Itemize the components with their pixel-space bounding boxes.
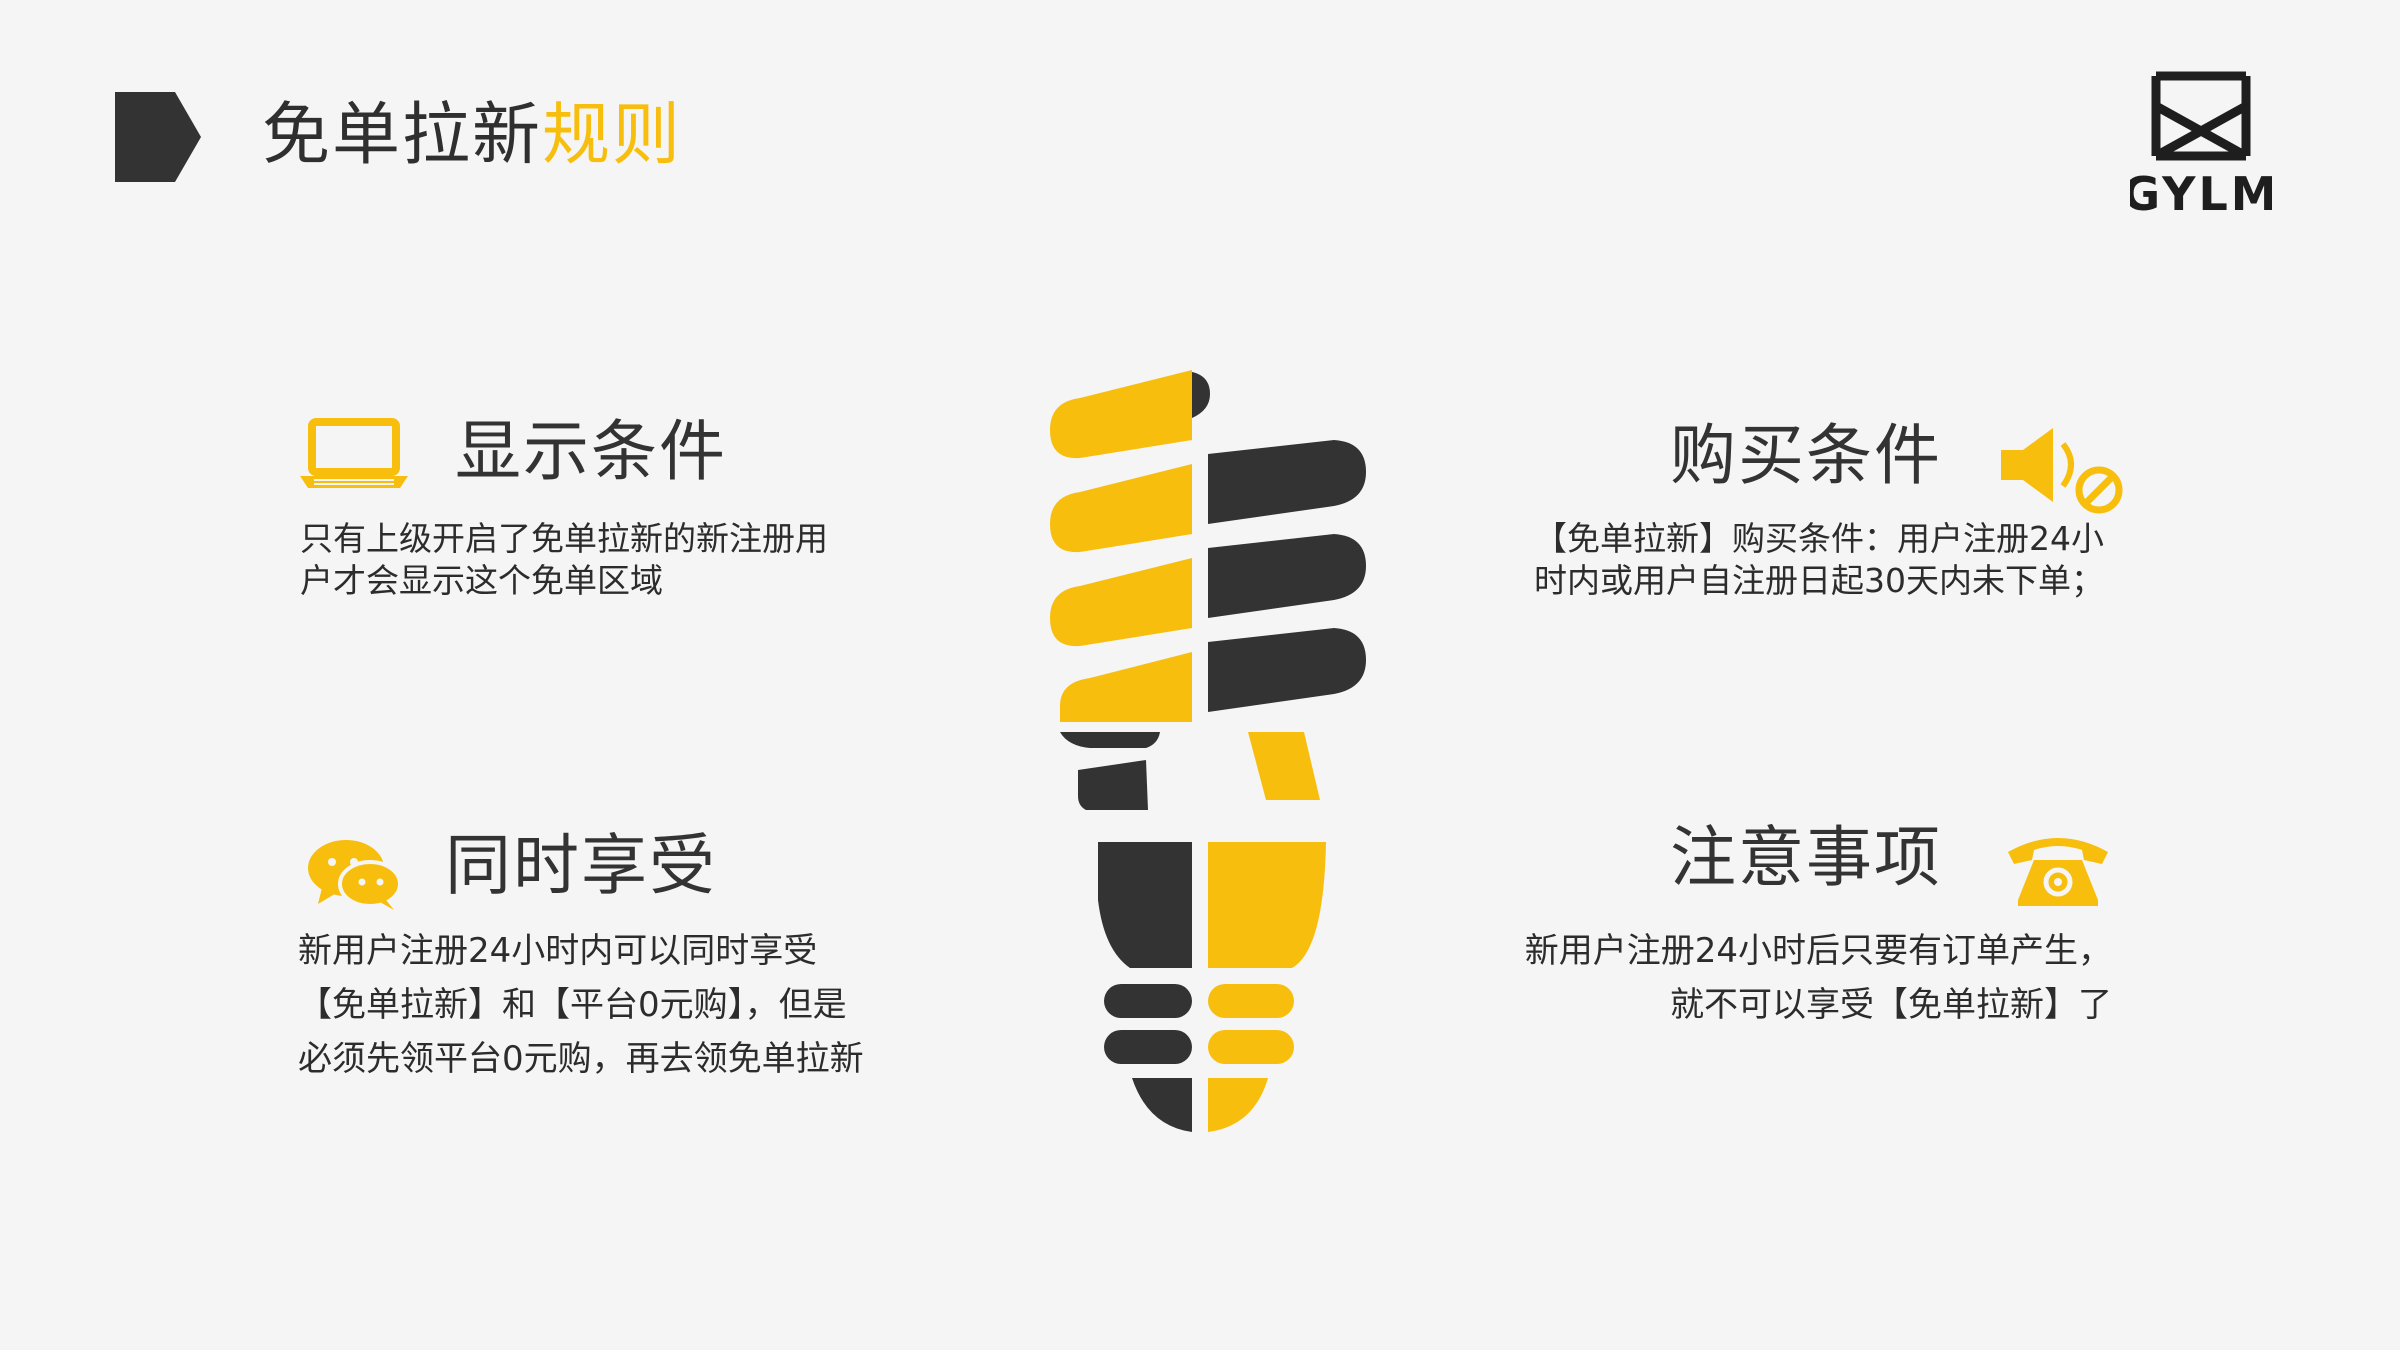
- light-bulb-icon: [1050, 370, 1366, 1132]
- logo-text: GYLM: [2130, 167, 2272, 220]
- telephone-icon: [2008, 838, 2108, 906]
- section-title-enjoy: 同时享受: [445, 827, 717, 904]
- gylm-monogram-icon: GYLM: [2122, 71, 2277, 221]
- section-title-notes: 注意事项: [1670, 819, 1942, 896]
- brand-logo: GYLM: [2122, 70, 2277, 221]
- chat-bubbles-icon: [308, 840, 402, 910]
- bulb-coils-right: [1208, 440, 1366, 712]
- speaker-mute-icon: [2001, 428, 2123, 514]
- section-text-buy: 【免单拉新】购买条件：用户注册24小时内或用户自注册日起30天内未下单；: [1534, 519, 2104, 600]
- bulb-cap-top: [1192, 372, 1210, 418]
- bulb-coils-left: [1050, 370, 1192, 722]
- page-title-main: 免单拉新: [262, 96, 543, 175]
- bulb-base-right: [1208, 842, 1326, 1132]
- bulb-base-left: [1098, 842, 1192, 1132]
- section-title-buy: 购买条件: [1670, 417, 1942, 494]
- section-title-display: 显示条件: [455, 413, 727, 490]
- section-text-notes-line1: 新用户注册24小时后只要有订单产生，: [1524, 931, 2112, 971]
- page-title-accent: 规则: [542, 96, 683, 175]
- section-text-enjoy: 新用户注册24小时内可以同时享受【免单拉新】和【平台0元购】，但是必须先领平台0…: [298, 931, 864, 1079]
- section-text-notes-line2: 就不可以享受【免单拉新】了: [1670, 985, 2112, 1025]
- section-text-notes: 新用户注册24小时后只要有订单产生， 就不可以享受【免单拉新】了: [1500, 924, 2112, 1032]
- title-marker-icon: [115, 92, 201, 182]
- laptop-icon: [300, 418, 408, 488]
- section-text-display: 只有上级开启了免单拉新的新注册用户才会显示这个免单区域: [300, 519, 828, 600]
- page-title: 免单拉新规则: [262, 88, 682, 184]
